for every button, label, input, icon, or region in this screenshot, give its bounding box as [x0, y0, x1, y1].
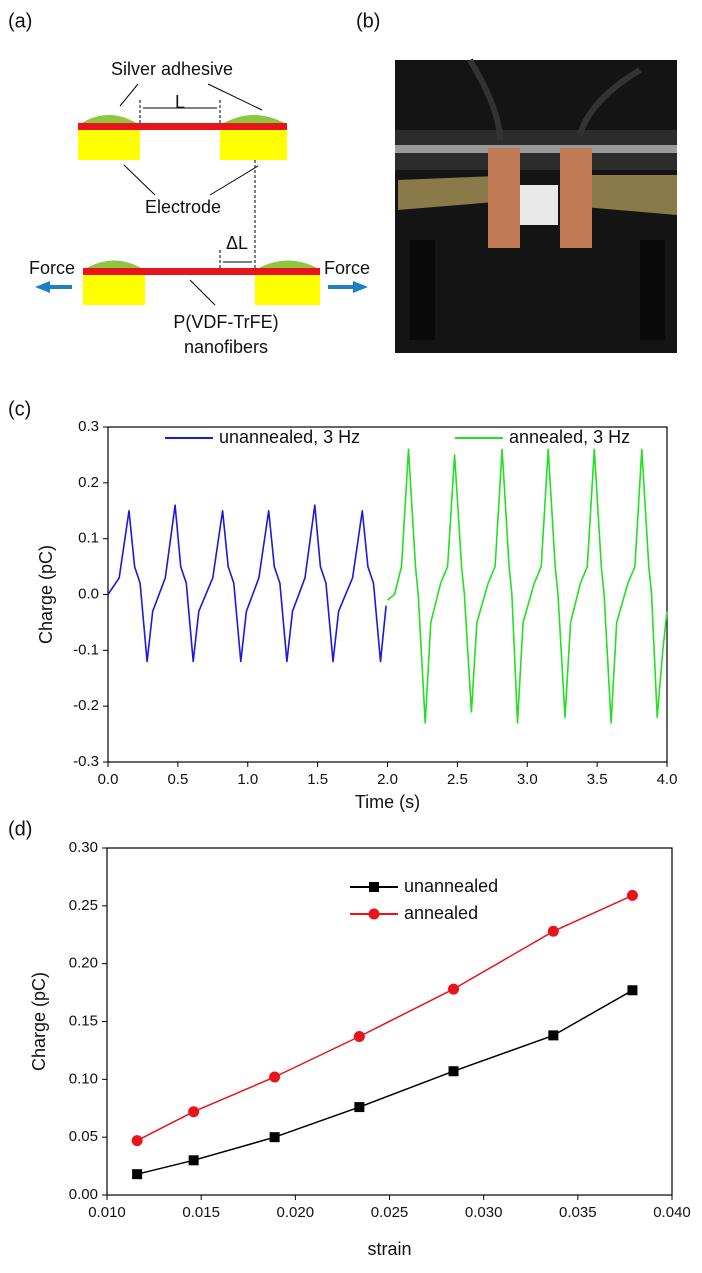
x-tick-label: 2.5 [447, 771, 468, 788]
x-tick-label: 0.015 [182, 1204, 220, 1221]
marker [547, 925, 559, 937]
photo [395, 58, 677, 353]
dimension-lines [119, 83, 263, 306]
adhesive [257, 260, 319, 269]
electrode-block [83, 275, 145, 305]
x-tick-label: 0.025 [371, 1204, 409, 1221]
legend-label: annealed, 3 Hz [509, 427, 630, 447]
y-tick-label: 0.05 [69, 1128, 98, 1145]
y-tick-label: -0.3 [73, 753, 99, 770]
x-tick-label: 0.040 [653, 1204, 691, 1221]
marker [448, 983, 460, 995]
marker [548, 1030, 559, 1041]
arrow [328, 281, 368, 293]
legend-label: unannealed, 3 Hz [219, 427, 360, 447]
label: ΔL [226, 233, 248, 253]
x-tick-label: 4.0 [657, 771, 678, 788]
arrow [35, 281, 72, 293]
marker [188, 1106, 200, 1118]
legend-label: unannealed [404, 876, 498, 896]
y-tick-label: 0.1 [78, 530, 99, 547]
y-axis-title: Charge (pC) [29, 972, 49, 1071]
x-tick-label: 2.0 [377, 771, 398, 788]
x-tick-label: 0.020 [277, 1204, 315, 1221]
y-tick-label: 0.0 [78, 585, 99, 602]
fiber [78, 123, 287, 130]
series-line [387, 448, 668, 724]
x-axis-title: Time (s) [355, 792, 420, 812]
label: Silver adhesive [111, 59, 233, 79]
y-tick-label: 0.00 [69, 1186, 98, 1203]
x-tick-label: 3.0 [517, 771, 538, 788]
fiber [83, 268, 320, 275]
x-tick-label: 0.010 [88, 1204, 126, 1221]
adhesive [85, 260, 143, 269]
marker [368, 908, 380, 920]
electrode-block [78, 130, 140, 160]
y-tick-label: 0.3 [78, 418, 99, 435]
y-tick-label: 0.2 [78, 474, 99, 491]
marker [354, 1102, 365, 1113]
y-tick-label: -0.1 [73, 641, 99, 658]
marker [448, 1066, 459, 1077]
marker [627, 985, 638, 996]
panel-label: (a) [8, 10, 32, 32]
y-tick-label: 0.30 [69, 839, 98, 856]
panel-label: (b) [356, 10, 380, 32]
plot-frame [107, 426, 668, 763]
y-tick-label: 0.15 [69, 1012, 98, 1029]
adhesive [80, 115, 138, 124]
legend-label: annealed [404, 903, 478, 923]
label: nanofibers [184, 337, 268, 357]
x-tick-label: 0.030 [465, 1204, 503, 1221]
adhesive [222, 115, 286, 124]
label: L [175, 92, 185, 112]
x-tick-label: 3.5 [587, 771, 608, 788]
y-tick-label: 0.10 [69, 1070, 98, 1087]
electrode-block [220, 130, 287, 160]
label: P(VDF-TrFE) [173, 312, 278, 332]
x-tick-label: 0.0 [98, 771, 119, 788]
y-axis-title: Charge (pC) [36, 545, 56, 644]
series-line [136, 989, 633, 1175]
marker [353, 1031, 365, 1043]
y-tick-label: 0.20 [69, 955, 98, 972]
diagram: Silver adhesive L Electrode ΔL Force For… [29, 59, 370, 357]
marker [131, 1135, 143, 1147]
panel-label: (c) [8, 398, 31, 420]
marker [132, 1169, 143, 1180]
marker [626, 889, 638, 901]
x-axis-title: strain [367, 1239, 411, 1259]
series-line [107, 504, 387, 663]
y-tick-label: 0.25 [69, 897, 98, 914]
x-tick-label: 0.035 [559, 1204, 597, 1221]
x-tick-label: 1.5 [307, 771, 328, 788]
y-tick-label: -0.2 [73, 697, 99, 714]
label: Force [29, 258, 75, 278]
panel-label: (d) [8, 818, 32, 840]
x-tick-label: 0.5 [167, 771, 188, 788]
marker [188, 1155, 199, 1166]
marker [269, 1071, 281, 1083]
marker [269, 1132, 280, 1143]
label: Electrode [145, 197, 221, 217]
x-tick-label: 1.0 [237, 771, 258, 788]
marker [369, 882, 379, 892]
electrode-block [255, 275, 320, 305]
label: Force [324, 258, 370, 278]
